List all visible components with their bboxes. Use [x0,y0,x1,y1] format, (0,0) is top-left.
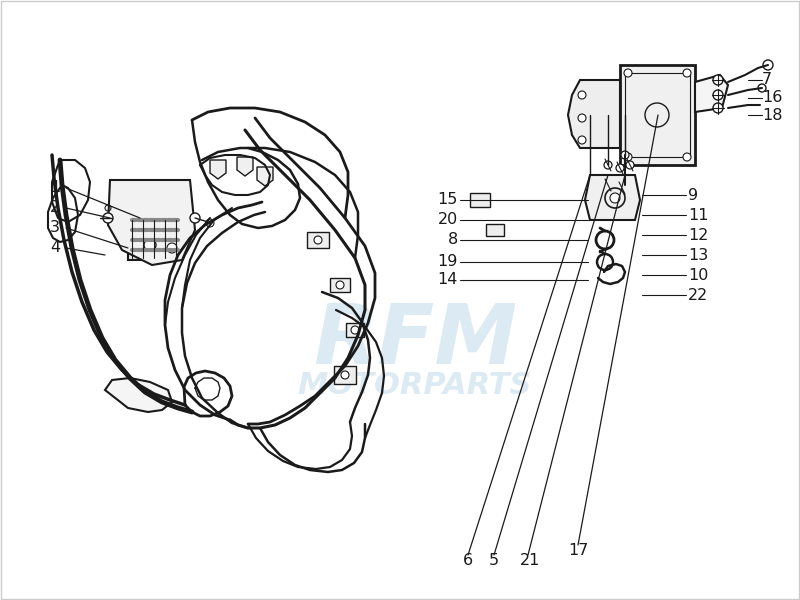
Bar [334,366,356,384]
Text: 8: 8 [448,232,458,247]
Text: MOTORPARTS: MOTORPARTS [298,370,532,400]
Text: 18: 18 [762,107,782,122]
Bar [330,278,350,292]
Polygon shape [237,157,253,176]
Polygon shape [257,167,273,186]
Text: RFM: RFM [313,299,517,380]
Circle shape [103,213,113,223]
Text: 3: 3 [50,220,60,235]
Polygon shape [695,75,728,112]
Circle shape [336,281,344,289]
Circle shape [578,136,586,144]
Circle shape [713,90,723,100]
Polygon shape [210,160,226,179]
Text: 20: 20 [438,212,458,227]
Text: 2: 2 [50,200,60,215]
Bar [486,224,504,236]
Circle shape [314,236,322,244]
Circle shape [144,239,156,251]
Circle shape [604,161,612,169]
Polygon shape [568,80,620,148]
Bar [128,218,180,260]
Circle shape [683,69,691,77]
Text: 7: 7 [762,73,772,88]
Circle shape [578,91,586,99]
Text: 13: 13 [688,247,708,263]
Text: 16: 16 [762,91,782,106]
Circle shape [616,164,624,172]
Text: 14: 14 [438,272,458,287]
Polygon shape [108,180,195,265]
Text: 22: 22 [688,287,708,302]
Bar [625,73,690,157]
Circle shape [621,151,629,159]
Bar [346,323,364,337]
Text: 5: 5 [489,553,499,568]
Circle shape [713,75,723,85]
Circle shape [626,161,634,169]
Text: 15: 15 [438,193,458,208]
Circle shape [351,326,359,334]
Circle shape [578,114,586,122]
Text: 1: 1 [50,181,60,196]
Text: 10: 10 [688,268,708,283]
Circle shape [624,69,632,77]
Text: 11: 11 [688,208,709,223]
Circle shape [610,193,620,203]
Circle shape [190,213,200,223]
Text: 12: 12 [688,227,708,242]
Circle shape [624,153,632,161]
Circle shape [167,243,177,253]
Circle shape [713,103,723,113]
Circle shape [341,371,349,379]
Text: 9: 9 [688,187,698,202]
Bar [470,193,490,207]
Text: 17: 17 [568,543,588,558]
Circle shape [618,184,626,192]
Polygon shape [105,378,172,412]
Text: 4: 4 [50,241,60,256]
Text: 6: 6 [463,553,473,568]
Circle shape [604,181,612,189]
Circle shape [763,60,773,70]
Text: 19: 19 [438,254,458,269]
Polygon shape [585,175,640,220]
Circle shape [758,84,766,92]
Bar [307,232,329,248]
Bar [620,65,695,165]
Text: 21: 21 [520,553,540,568]
Circle shape [683,153,691,161]
